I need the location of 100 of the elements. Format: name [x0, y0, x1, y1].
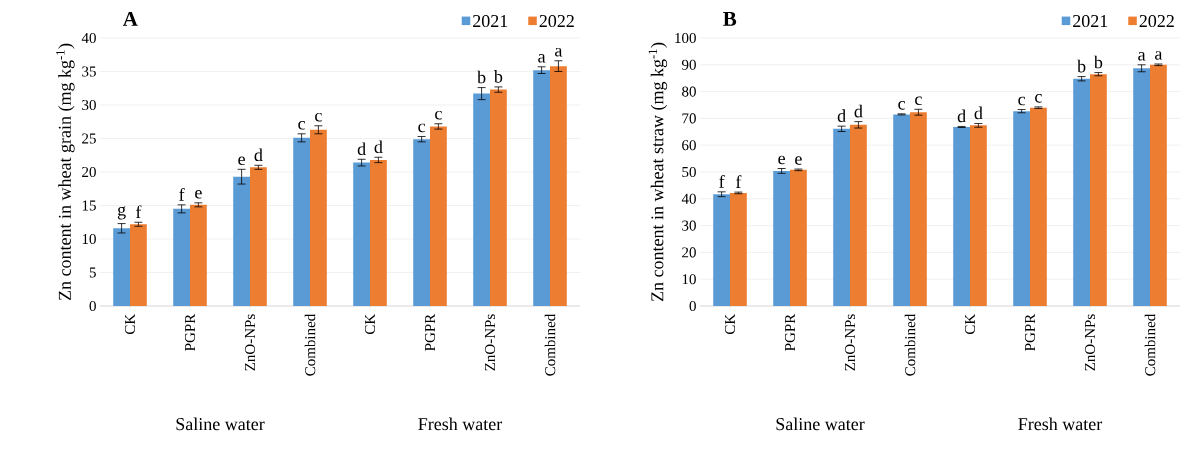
bar: [713, 194, 731, 306]
x-tick-label: PGPR: [784, 313, 796, 351]
legend-label: 2022: [539, 14, 574, 28]
y-tick-label: 80: [682, 86, 696, 97]
bar: [430, 126, 447, 306]
bar: [953, 126, 971, 306]
y-tick-label: 20: [682, 247, 696, 258]
y-tick-label: 50: [682, 166, 696, 178]
data-label: c: [435, 110, 442, 120]
y-axis-title: Zn content in wheat grain (mg kg$^{-1}$): [56, 43, 75, 301]
y-tick-label: 10: [682, 274, 696, 285]
bar: [850, 124, 867, 306]
y-tick-label: 0: [89, 300, 96, 312]
x-tick-label: ZnO-NPs: [1084, 314, 1096, 371]
x-tick-label: Combined: [544, 313, 556, 376]
data-label: d: [357, 142, 366, 156]
data-label: f: [719, 174, 725, 188]
data-label: d: [974, 106, 983, 120]
data-label: d: [374, 140, 383, 154]
text: Saline water: [776, 417, 865, 431]
data-label: f: [179, 187, 185, 201]
data-label: f: [735, 175, 742, 188]
y-tick-label: 90: [681, 59, 696, 70]
data-label: a: [1155, 51, 1163, 60]
data-label: e: [195, 189, 202, 199]
bar: [233, 176, 250, 306]
data-label: c: [1018, 96, 1026, 106]
x-tick-label: CK: [364, 313, 376, 335]
x-tick-label: PGPR: [184, 313, 196, 351]
x-tick-label: Combined: [904, 313, 916, 376]
data-label: b: [1077, 59, 1086, 73]
data-label: c: [298, 120, 306, 130]
x-tick-label: ZnO-NPs: [244, 314, 256, 371]
data-label: g: [117, 206, 126, 220]
bar: [773, 170, 791, 306]
bar: [910, 112, 927, 306]
y-tick-label: 35: [82, 66, 96, 77]
data-label: b: [493, 70, 503, 83]
bar: [490, 89, 507, 306]
y-tick-label: 25: [82, 133, 96, 144]
data-label: b: [477, 70, 486, 84]
x-tick-label: CK: [124, 313, 136, 335]
data-label: a: [1138, 51, 1146, 61]
data-label: d: [837, 109, 846, 122]
bar: [173, 208, 190, 306]
x-tick-label: PGPR: [424, 313, 436, 351]
data-label: d: [957, 109, 966, 123]
data-label: e: [795, 156, 802, 165]
data-label: e: [778, 155, 785, 165]
x-tick-label: CK: [964, 313, 976, 335]
bar: [250, 167, 267, 306]
bar: [130, 224, 147, 306]
y-tick-label: 70: [682, 113, 696, 124]
chart-title: A: [122, 11, 138, 26]
bar: [550, 66, 567, 306]
data-label: c: [898, 100, 906, 110]
x-tick-label: CK: [724, 313, 736, 335]
y-axis-title: Zn content in wheat straw (mg kg$^{-1}$): [648, 42, 668, 302]
text: Fresh water: [1018, 417, 1103, 431]
y-tick-label: 5: [89, 267, 96, 278]
bar: [473, 93, 490, 306]
data-label: c: [315, 112, 322, 122]
legend-label: 2022: [1139, 14, 1174, 28]
x-tick-label: ZnO-NPs: [844, 314, 856, 371]
bar: [413, 139, 430, 306]
text: Saline water: [176, 417, 265, 431]
bar: [1013, 111, 1031, 306]
bar: [1133, 68, 1150, 306]
bar: [1073, 78, 1090, 306]
data-label: f: [135, 205, 142, 219]
x-tick-label: Combined: [304, 313, 316, 376]
y-tick-label: 30: [682, 220, 696, 231]
bar: [113, 228, 130, 306]
x-tick-label: PGPR: [1024, 313, 1036, 351]
bar: [353, 162, 370, 306]
bar: [370, 159, 387, 306]
bar: [730, 192, 747, 306]
y-tick-label: 20: [82, 166, 96, 178]
legend-label: 2021: [473, 14, 508, 28]
chart-title: B: [723, 11, 737, 26]
bar: [893, 114, 911, 306]
bar: [310, 129, 327, 306]
y-tick-label: 40: [681, 193, 696, 204]
bar: [790, 169, 807, 306]
data-label: d: [254, 148, 263, 162]
x-tick-label: Combined: [1144, 313, 1156, 376]
data-label: b: [1093, 55, 1103, 69]
bar: [1090, 74, 1107, 306]
y-tick-label: 0: [689, 300, 696, 312]
y-tick-label: 60: [682, 140, 696, 151]
data-label: c: [915, 96, 922, 106]
y-tick-label: 10: [82, 233, 96, 245]
bar: [533, 70, 550, 306]
bar: [1150, 64, 1167, 306]
y-tick-label: 15: [82, 200, 96, 211]
bar: [833, 128, 851, 306]
data-label: a: [555, 47, 563, 57]
data-label: a: [538, 53, 546, 63]
data-label: d: [854, 104, 863, 118]
bar: [293, 137, 310, 306]
